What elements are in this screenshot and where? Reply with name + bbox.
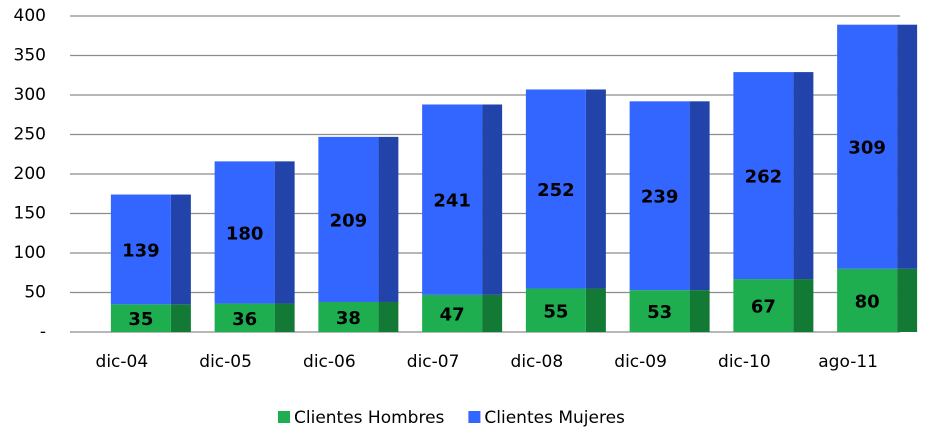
bar-side <box>897 24 918 269</box>
bar <box>318 136 379 302</box>
legend-swatch <box>468 411 481 423</box>
bar-side <box>482 104 503 295</box>
y-tick-label: 100 <box>14 243 46 263</box>
bar-side <box>689 290 710 332</box>
value-label: 209 <box>330 210 368 231</box>
bar-side <box>897 268 918 332</box>
bar <box>214 161 275 304</box>
value-label: 239 <box>641 187 679 208</box>
x-tick-label: dic-10 <box>718 352 771 372</box>
x-tick-label: ago-11 <box>818 352 878 372</box>
x-tick-label: dic-05 <box>199 352 252 372</box>
value-label: 252 <box>537 180 575 201</box>
bar <box>110 194 171 305</box>
bar-side <box>585 288 606 332</box>
bar-side <box>689 101 710 291</box>
y-tick-label: - <box>40 322 46 342</box>
bar-side <box>274 161 295 304</box>
bar <box>214 303 275 332</box>
bar <box>733 72 794 280</box>
x-tick-label: dic-07 <box>407 352 460 372</box>
bar-side <box>793 72 814 280</box>
bar <box>525 288 586 332</box>
y-tick-label: 200 <box>14 164 46 184</box>
value-label: 180 <box>226 223 264 244</box>
x-tick-label: dic-04 <box>96 352 149 372</box>
bar-side <box>274 303 295 332</box>
bar <box>422 294 483 332</box>
value-label: 47 <box>440 304 465 325</box>
value-label: 262 <box>745 167 783 188</box>
x-tick-label: dic-06 <box>303 352 356 372</box>
y-tick-label: 400 <box>14 6 46 26</box>
value-label: 80 <box>855 291 880 312</box>
bar-side <box>378 136 399 302</box>
bar <box>629 101 690 291</box>
legend-label: Clientes Mujeres <box>484 408 625 428</box>
value-label: 35 <box>128 309 153 330</box>
value-label: 53 <box>647 302 672 323</box>
x-tick-label: dic-09 <box>614 352 667 372</box>
bar <box>318 301 379 332</box>
value-label: 55 <box>543 301 568 322</box>
y-tick-label: 250 <box>14 125 46 145</box>
bar <box>629 290 690 332</box>
bar-side <box>482 294 503 332</box>
value-label: 241 <box>433 191 471 212</box>
bar <box>837 268 898 332</box>
bar-side <box>585 89 606 289</box>
y-tick-label: 150 <box>14 204 46 224</box>
legend-swatch <box>278 411 290 423</box>
bar <box>422 104 483 295</box>
value-label: 67 <box>751 297 776 318</box>
y-tick-label: 50 <box>24 283 46 303</box>
bar-side <box>378 301 399 332</box>
bar <box>733 279 794 332</box>
value-label: 309 <box>848 138 886 159</box>
value-label: 36 <box>232 309 257 330</box>
bar <box>525 89 586 289</box>
bar-side <box>170 194 191 305</box>
bar <box>110 304 171 332</box>
legend-label: Clientes Hombres <box>294 408 445 428</box>
x-tick-label: dic-08 <box>511 352 564 372</box>
bar-side <box>170 304 191 332</box>
bar <box>837 24 898 269</box>
bar-side <box>793 279 814 332</box>
y-tick-label: 300 <box>14 85 46 105</box>
y-tick-label: 350 <box>14 46 46 66</box>
value-label: 38 <box>336 308 361 329</box>
value-label: 139 <box>122 240 160 261</box>
